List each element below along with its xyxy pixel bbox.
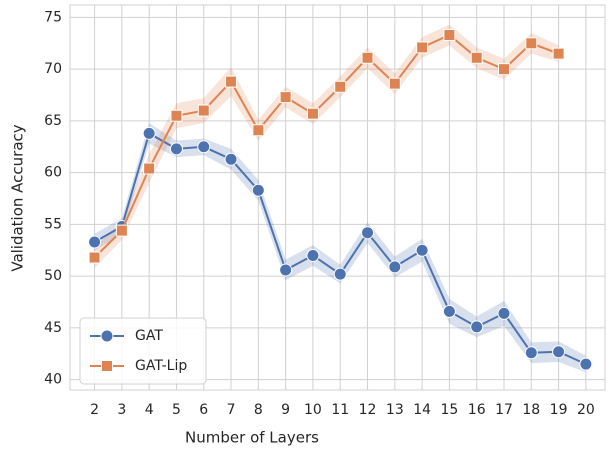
- y-tick-label: 55: [44, 216, 62, 232]
- marker: [388, 77, 401, 90]
- marker: [361, 226, 375, 240]
- marker: [100, 329, 114, 343]
- marker: [88, 251, 101, 264]
- marker: [197, 104, 210, 117]
- x-tick-label: 17: [495, 402, 513, 418]
- confidence-band: [94, 122, 586, 373]
- marker: [88, 235, 102, 249]
- marker: [115, 224, 128, 237]
- marker: [497, 306, 511, 320]
- marker: [334, 80, 347, 93]
- marker: [142, 126, 156, 140]
- marker: [197, 140, 211, 154]
- marker: [498, 63, 511, 76]
- marker: [224, 152, 238, 166]
- marker: [169, 142, 183, 156]
- y-tick-label: 50: [44, 268, 62, 284]
- x-tick-label: 20: [577, 402, 595, 418]
- y-tick-label: 75: [44, 9, 62, 25]
- y-tick-label: 40: [44, 372, 62, 388]
- marker: [306, 107, 319, 120]
- marker: [101, 360, 113, 372]
- marker: [361, 51, 374, 64]
- marker: [579, 357, 593, 371]
- x-tick-label: 15: [440, 402, 458, 418]
- y-tick-label: 60: [44, 165, 62, 181]
- marker: [552, 345, 566, 359]
- x-axis-label: Number of Layers: [185, 429, 319, 447]
- x-tick-label: 13: [386, 402, 404, 418]
- marker: [416, 41, 429, 54]
- marker: [470, 51, 483, 64]
- x-tick-label: 5: [172, 402, 181, 418]
- x-tick-label: 12: [359, 402, 377, 418]
- marker: [252, 124, 265, 137]
- marker: [251, 183, 265, 197]
- x-tick-label: 7: [227, 402, 236, 418]
- marker: [279, 91, 292, 104]
- marker: [552, 47, 565, 60]
- marker: [442, 304, 456, 318]
- marker: [470, 320, 484, 334]
- marker: [306, 248, 320, 262]
- marker: [443, 29, 456, 42]
- y-tick-label: 70: [44, 61, 62, 77]
- y-axis-label: Validation Accuracy: [9, 124, 27, 271]
- x-tick-label: 9: [281, 402, 290, 418]
- x-tick-label: 2: [90, 402, 99, 418]
- legend-label: GAT-Lip: [135, 358, 187, 374]
- x-tick-label: 10: [304, 402, 322, 418]
- x-tick-label: 4: [145, 402, 154, 418]
- y-tick-label: 65: [44, 113, 62, 129]
- x-tick-label: 18: [522, 402, 540, 418]
- legend-label: GAT: [135, 328, 163, 344]
- x-tick-label: 14: [413, 402, 431, 418]
- marker: [225, 75, 238, 88]
- x-tick-label: 11: [331, 402, 349, 418]
- x-tick-label: 19: [550, 402, 568, 418]
- x-tick-label: 6: [199, 402, 208, 418]
- marker: [524, 346, 538, 360]
- marker: [525, 37, 538, 50]
- x-tick-label: 16: [468, 402, 486, 418]
- x-tick-label: 3: [117, 402, 126, 418]
- marker: [143, 162, 156, 175]
- x-tick-label: 8: [254, 402, 263, 418]
- marker: [333, 267, 347, 281]
- marker: [388, 260, 402, 274]
- y-tick-label: 45: [44, 320, 62, 336]
- marker: [170, 109, 183, 122]
- marker: [279, 263, 293, 277]
- marker: [415, 243, 429, 257]
